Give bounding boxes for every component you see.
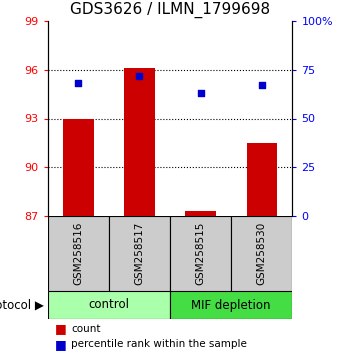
Bar (109, 216, 170, 291)
Text: count: count (71, 324, 101, 334)
Title: GDS3626 / ILMN_1799698: GDS3626 / ILMN_1799698 (70, 2, 270, 18)
Text: ■: ■ (54, 338, 66, 351)
Point (259, 82, 265, 88)
Text: GSM258515: GSM258515 (195, 222, 206, 285)
Point (198, 90, 203, 96)
Bar (170, 291, 292, 319)
Bar (48, 216, 109, 291)
Bar (185, 211, 216, 216)
Text: percentile rank within the sample: percentile rank within the sample (71, 339, 247, 349)
Point (75, 81, 81, 86)
Text: GSM258517: GSM258517 (134, 222, 144, 285)
Bar (170, 216, 231, 291)
Text: GSM258530: GSM258530 (257, 222, 267, 285)
Point (137, 73, 142, 79)
Text: protocol ▶: protocol ▶ (0, 298, 44, 312)
Text: MIF depletion: MIF depletion (191, 298, 271, 312)
Text: GSM258516: GSM258516 (73, 222, 83, 285)
Bar (48, 291, 170, 319)
Bar (246, 143, 277, 216)
Bar (231, 216, 292, 291)
Text: control: control (88, 298, 129, 312)
Text: ■: ■ (54, 322, 66, 335)
Bar (124, 68, 155, 216)
Bar (63, 119, 94, 216)
